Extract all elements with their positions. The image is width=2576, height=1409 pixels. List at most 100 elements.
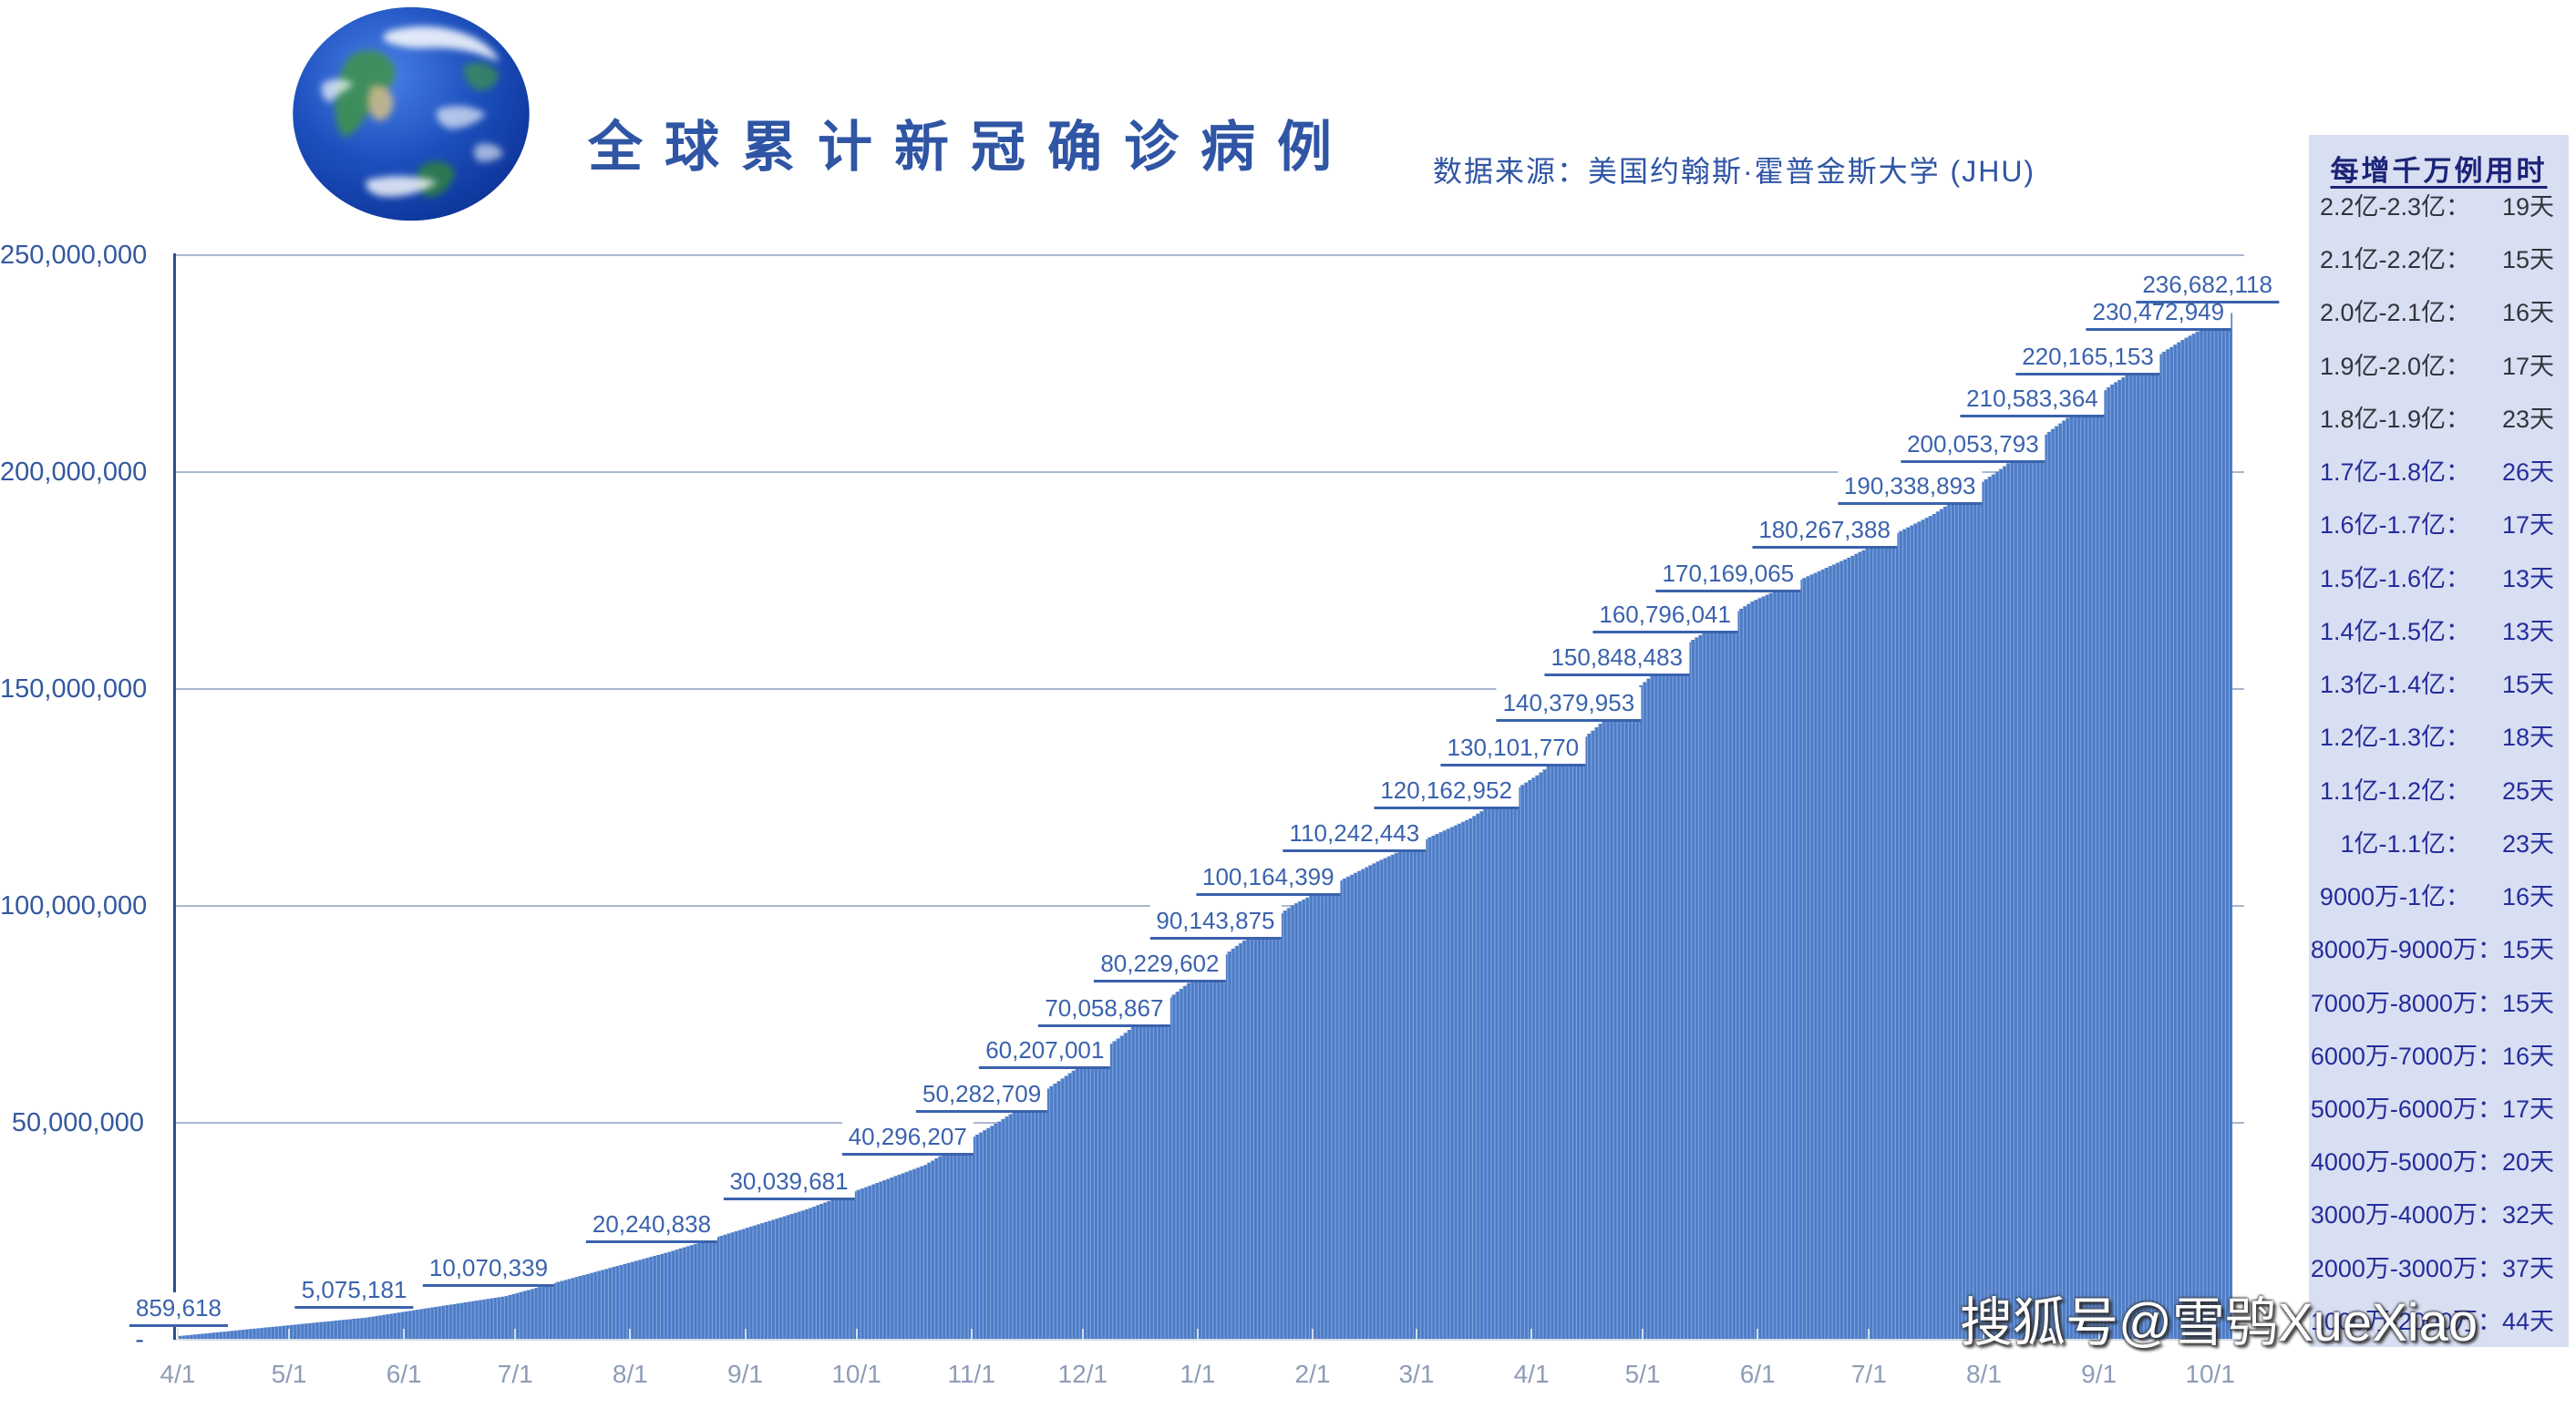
milestone-range-label: 4000万-5000万： bbox=[2310, 1148, 2502, 1177]
x-axis-tick-label: 9/1 bbox=[2081, 1360, 2117, 1388]
data-label: 150,848,483 bbox=[1544, 641, 1690, 676]
milestone-range-label: 9000万-1亿： bbox=[2319, 883, 2470, 911]
milestone-range-label: 1.4亿-1.5亿： bbox=[2319, 617, 2470, 645]
x-axis-tick-label: 3/1 bbox=[1398, 1360, 1435, 1388]
milestone-days-value: 23天 bbox=[2501, 405, 2554, 433]
milestone-days-value: 17天 bbox=[2501, 352, 2554, 380]
milestone-duration-panel-title: 每增千万例用时 bbox=[2330, 155, 2548, 187]
milestone-days-value: 15天 bbox=[2501, 989, 2554, 1017]
milestone-duration-row: 9000万-1亿： 16天 bbox=[2314, 885, 2554, 910]
data-label: 80,229,602 bbox=[1094, 948, 1226, 983]
milestone-days-value: 15天 bbox=[2501, 671, 2554, 699]
milestone-duration-row: 1000万-2000万： 44天 bbox=[2311, 1307, 2554, 1335]
x-axis-tick bbox=[1081, 1329, 1084, 1341]
data-label: 859,618 bbox=[129, 1291, 228, 1327]
milestone-duration-row: 4000万-5000万： 20天 bbox=[2310, 1148, 2554, 1177]
milestone-days-value: 32天 bbox=[2501, 1201, 2554, 1229]
data-label: 210,583,364 bbox=[1960, 382, 2105, 417]
milestone-range-label: 1.7亿-1.8亿： bbox=[2319, 458, 2470, 487]
data-label: 5,075,181 bbox=[294, 1273, 414, 1309]
cumulative-cases-bars bbox=[178, 313, 2233, 1340]
milestone-duration-row: 1.8亿-1.9亿： 23天 bbox=[2314, 405, 2554, 433]
milestone-range-label: 1.1亿-1.2亿： bbox=[2319, 776, 2470, 805]
x-axis-tick-label: 4/1 bbox=[1513, 1360, 1550, 1388]
x-axis-tick-label: 5/1 bbox=[1624, 1360, 1661, 1388]
milestone-duration-row: 3000万-4000万： 32天 bbox=[2310, 1201, 2554, 1229]
x-axis-tick-label: 10/1 bbox=[2185, 1360, 2235, 1388]
milestone-days-value: 13天 bbox=[2501, 564, 2554, 592]
y-axis-tick-label: 200,000,000 bbox=[0, 458, 148, 487]
milestone-duration-row: 1.5亿-1.6亿： 13天 bbox=[2314, 564, 2554, 592]
milestone-duration-row: 5000万-6000万： 17天 bbox=[2311, 1095, 2554, 1123]
x-axis-tick-label: 4/1 bbox=[160, 1360, 196, 1388]
x-axis-tick bbox=[1983, 1329, 1985, 1341]
milestone-range-label: 3000万-4000万： bbox=[2310, 1201, 2502, 1229]
data-label: 10,070,339 bbox=[422, 1252, 555, 1288]
x-axis-tick bbox=[855, 1329, 858, 1341]
data-label: 70,058,867 bbox=[1038, 992, 1170, 1027]
milestone-range-label: 2.0亿-2.1亿： bbox=[2319, 299, 2470, 327]
x-axis-tick-label: 8/1 bbox=[612, 1360, 648, 1388]
milestone-range-label: 1.5亿-1.6亿： bbox=[2319, 564, 2470, 592]
data-label: 90,143,875 bbox=[1149, 904, 1282, 940]
data-label: 200,053,793 bbox=[1901, 427, 2045, 463]
y-axis-tick-label: 150,000,000 bbox=[0, 674, 148, 704]
milestone-duration-row: 6000万-7000万： 16天 bbox=[2310, 1042, 2554, 1070]
x-axis-tick bbox=[1196, 1329, 1199, 1341]
milestone-range-label: 6000万-7000万： bbox=[2310, 1042, 2502, 1070]
data-label: 120,162,952 bbox=[1374, 775, 1519, 810]
x-axis-tick bbox=[288, 1329, 291, 1341]
earth-image bbox=[293, 6, 530, 221]
data-label: 60,207,001 bbox=[979, 1034, 1111, 1070]
milestone-range-label: 8000万-9000万： bbox=[2310, 936, 2502, 964]
milestone-days-value: 17天 bbox=[2501, 1095, 2554, 1123]
milestone-days-value: 15天 bbox=[2501, 246, 2554, 274]
milestone-range-label: 1.3亿-1.4亿： bbox=[2319, 671, 2470, 699]
x-axis-tick bbox=[1312, 1329, 1314, 1341]
milestone-range-label: 2.2亿-2.3亿： bbox=[2319, 193, 2470, 221]
x-axis-tick bbox=[403, 1329, 406, 1341]
milestone-duration-row: 2.1亿-2.2亿： 15天 bbox=[2314, 248, 2554, 273]
x-axis-tick-label: 7/1 bbox=[497, 1360, 533, 1388]
y-gridline bbox=[175, 254, 2244, 256]
data-label: 236,682,118 bbox=[2136, 269, 2279, 304]
x-axis-tick bbox=[514, 1329, 517, 1341]
milestone-days-value: 16天 bbox=[2501, 299, 2554, 327]
x-axis-tick bbox=[1757, 1329, 1759, 1341]
milestone-duration-row: 1.9亿-2.0亿： 17天 bbox=[2314, 352, 2554, 380]
milestone-days-value: 13天 bbox=[2501, 617, 2554, 645]
milestone-duration-row: 1.1亿-1.2亿： 25天 bbox=[2314, 776, 2554, 805]
data-label: 30,039,681 bbox=[723, 1166, 855, 1200]
milestone-range-label: 1.9亿-2.0亿： bbox=[2319, 352, 2470, 380]
data-label: 110,242,443 bbox=[1283, 818, 1427, 853]
milestone-range-label: 2.1亿-2.2亿： bbox=[2319, 246, 2470, 274]
data-source-note: 数据来源：美国约翰斯·霍普金斯大学 (JHU) bbox=[1433, 155, 2036, 188]
x-axis-tick-label: 6/1 bbox=[1739, 1360, 1776, 1388]
y-axis-tick-label: 250,000,000 bbox=[0, 241, 148, 270]
data-label: 40,296,207 bbox=[841, 1121, 974, 1157]
x-axis-tick bbox=[177, 1329, 179, 1341]
x-axis-tick-label: 1/1 bbox=[1180, 1360, 1216, 1388]
milestone-range-label: 1.8亿-1.9亿： bbox=[2319, 405, 2470, 433]
milestone-range-label: 2000万-3000万： bbox=[2310, 1254, 2502, 1282]
milestone-range-label: 1亿-1.1亿： bbox=[2340, 829, 2470, 858]
x-axis-tick-label: 10/1 bbox=[831, 1360, 881, 1388]
milestone-days-value: 23天 bbox=[2501, 829, 2554, 858]
x-axis-tick bbox=[970, 1329, 973, 1341]
x-axis-tick-label: 11/1 bbox=[947, 1360, 995, 1388]
x-axis-tick bbox=[2097, 1329, 2100, 1341]
milestone-duration-panel: 每增千万例用时 2.2亿-2.3亿： 19天 2.1亿-2.2亿： 15天 2.0亿-2… bbox=[2309, 135, 2569, 1347]
milestone-days-value: 18天 bbox=[2501, 724, 2554, 752]
milestone-duration-row: 1.2亿-1.3亿： 18天 bbox=[2314, 725, 2554, 750]
data-label: 170,169,065 bbox=[1655, 557, 1801, 592]
y-gridline bbox=[175, 688, 2244, 690]
milestone-duration-row: 1.6亿-1.7亿： 17天 bbox=[2314, 513, 2554, 538]
x-axis-tick bbox=[1415, 1329, 1417, 1341]
milestone-duration-row: 1.4亿-1.5亿： 13天 bbox=[2314, 617, 2554, 645]
x-axis-tick-label: 9/1 bbox=[727, 1360, 763, 1388]
data-label: 140,379,953 bbox=[1496, 686, 1642, 722]
milestone-days-value: 44天 bbox=[2501, 1307, 2554, 1335]
y-gridline bbox=[175, 471, 2244, 473]
milestone-days-value: 20天 bbox=[2501, 1148, 2554, 1177]
